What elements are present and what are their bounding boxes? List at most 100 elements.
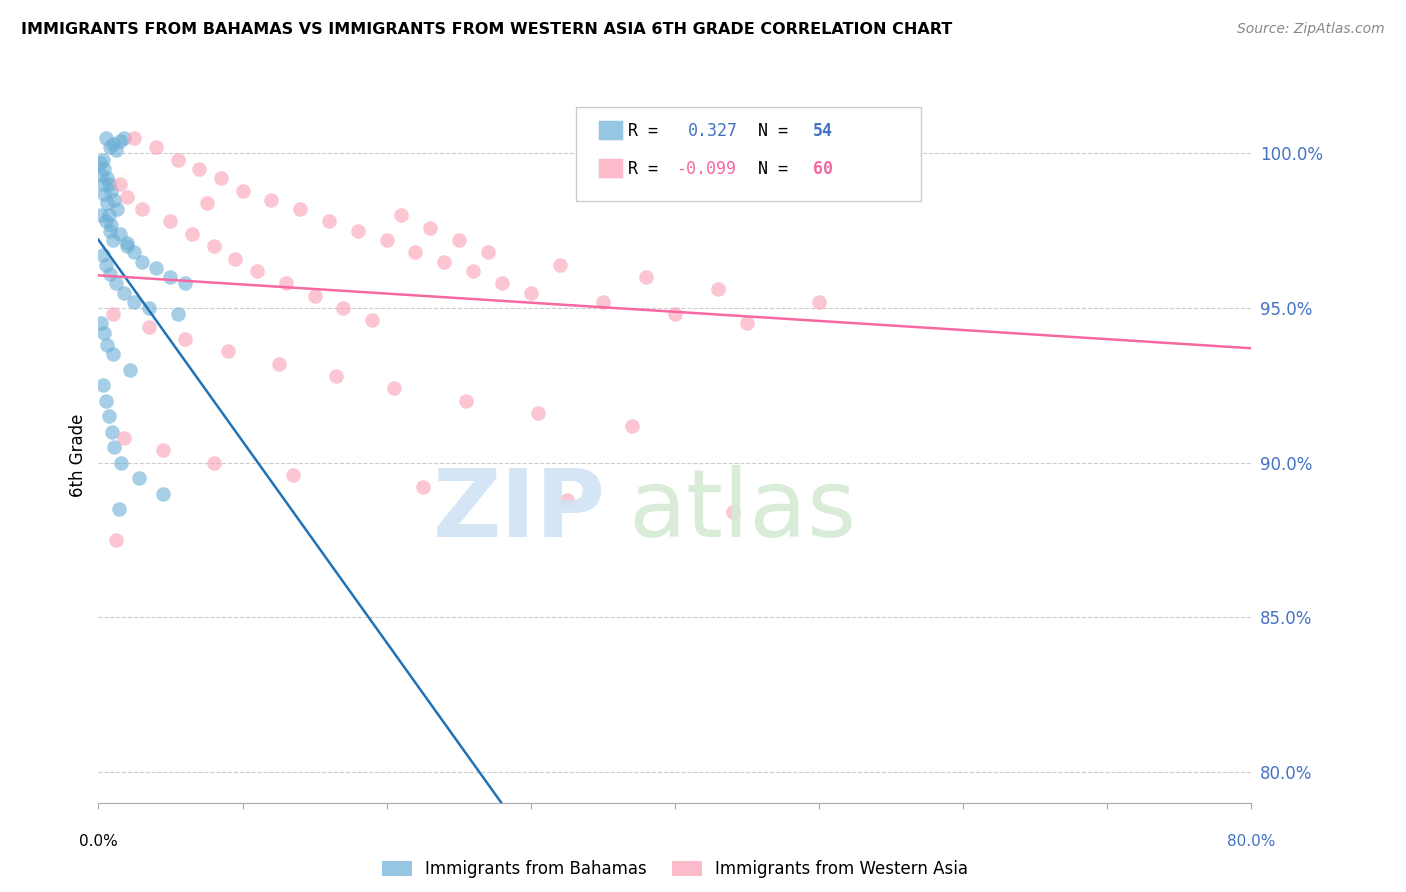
Point [880, 121, 903, 136]
Point [195, 195, 218, 210]
Point [346, 224, 368, 238]
Point [93, 326, 115, 340]
Point [98, 224, 121, 238]
Point [94, 131, 117, 145]
Point [281, 468, 304, 483]
Text: IMMIGRANTS FROM BAHAMAS VS IMMIGRANTS FROM WESTERN ASIA 6TH GRADE CORRELATION CH: IMMIGRANTS FROM BAHAMAS VS IMMIGRANTS FR… [21, 22, 952, 37]
Point [166, 153, 188, 167]
Point [454, 393, 477, 408]
Point [152, 443, 174, 458]
Point [96, 393, 118, 408]
Point [131, 254, 153, 268]
Text: 0.327: 0.327 [688, 122, 738, 140]
Legend: Immigrants from Bahamas, Immigrants from Western Asia: Immigrants from Bahamas, Immigrants from… [375, 854, 974, 885]
Point [90, 317, 112, 331]
Point [98, 140, 121, 154]
Point [188, 161, 211, 176]
Point [124, 245, 146, 260]
Point [202, 239, 225, 253]
Point [100, 218, 122, 232]
Point [117, 239, 139, 253]
Point [555, 492, 578, 507]
Point [447, 233, 470, 247]
Point [318, 214, 340, 228]
Text: Source: ZipAtlas.com: Source: ZipAtlas.com [1237, 22, 1385, 37]
Point [174, 277, 197, 291]
Point [433, 254, 456, 268]
Point [101, 233, 124, 247]
Point [166, 307, 188, 321]
Point [405, 245, 427, 260]
Point [224, 252, 246, 266]
Point [94, 258, 117, 272]
Text: -0.099: -0.099 [676, 160, 737, 178]
Point [592, 161, 614, 176]
Point [592, 294, 614, 309]
Point [520, 285, 543, 300]
Text: 0.0%: 0.0% [79, 834, 118, 849]
Point [325, 369, 347, 384]
Point [103, 193, 125, 207]
Point [90, 208, 112, 222]
Point [267, 357, 290, 371]
Point [548, 258, 571, 272]
Point [721, 505, 744, 519]
Point [389, 208, 412, 222]
Point [181, 227, 204, 241]
Point [138, 319, 160, 334]
Point [112, 285, 135, 300]
Point [174, 332, 197, 346]
Point [89, 155, 111, 169]
Point [290, 202, 312, 216]
Point [231, 184, 254, 198]
Point [145, 140, 167, 154]
Point [246, 264, 269, 278]
Point [105, 202, 128, 216]
Point [93, 186, 115, 201]
Text: atlas: atlas [628, 465, 858, 557]
Point [98, 409, 121, 424]
Point [159, 270, 181, 285]
Text: 60: 60 [813, 160, 832, 178]
Point [735, 317, 758, 331]
Point [707, 283, 730, 297]
Point [202, 456, 225, 470]
Text: R =: R = [628, 122, 658, 140]
Text: 80.0%: 80.0% [1227, 834, 1275, 849]
Point [96, 195, 118, 210]
Point [152, 486, 174, 500]
Point [620, 418, 643, 433]
Point [491, 277, 513, 291]
Point [94, 214, 117, 228]
Text: R =: R = [628, 160, 658, 178]
Point [110, 456, 132, 470]
Point [375, 233, 398, 247]
Point [91, 248, 114, 262]
Point [527, 406, 550, 420]
Point [477, 245, 499, 260]
Point [361, 313, 384, 327]
Point [332, 301, 354, 315]
Point [104, 533, 127, 547]
Point [217, 344, 239, 359]
Point [117, 190, 139, 204]
Point [93, 161, 115, 176]
Text: N =: N = [758, 160, 787, 178]
Point [124, 294, 146, 309]
Text: ZIP: ZIP [433, 465, 606, 557]
Point [100, 184, 122, 198]
Point [101, 425, 124, 439]
Point [112, 131, 135, 145]
Point [96, 338, 118, 352]
Point [112, 431, 135, 445]
Point [97, 178, 120, 192]
Point [131, 202, 153, 216]
Point [98, 267, 121, 281]
Point [101, 137, 124, 152]
Point [120, 363, 142, 377]
Point [159, 214, 181, 228]
Point [101, 307, 124, 321]
Point [412, 480, 434, 494]
Point [145, 260, 167, 275]
Point [382, 381, 405, 395]
